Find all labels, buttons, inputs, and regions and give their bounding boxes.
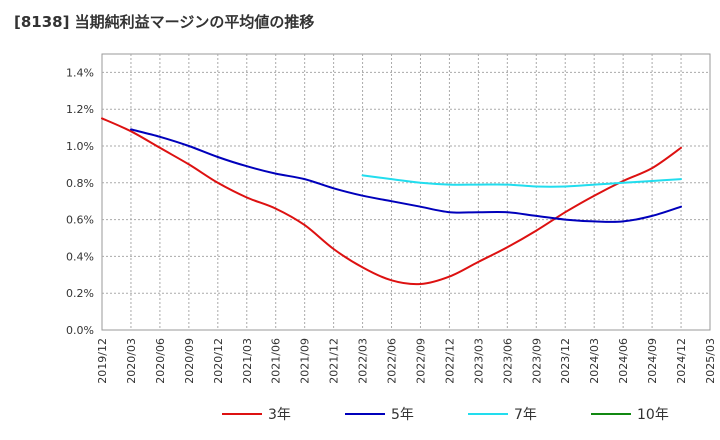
x-tick-label: 2023/06 <box>501 338 514 384</box>
x-tick-label: 2020/12 <box>212 338 225 384</box>
x-tick-label: 2021/12 <box>328 338 341 384</box>
x-axis-ticks: 2019/12 2020/03 2020/06 2020/09 2020/12 2021/… <box>96 338 717 384</box>
x-tick-label: 2022/03 <box>357 338 370 384</box>
x-tick-label: 2021/09 <box>299 338 312 384</box>
y-tick-label: 0.2% <box>66 287 94 300</box>
x-tick-label: 2024/03 <box>588 338 601 384</box>
x-tick-label: 2021/06 <box>270 338 283 384</box>
y-axis-ticks: 0.0% 0.2% 0.4% 0.6% 0.8% 1.0% 1.2% 1.4% <box>66 66 94 337</box>
series-lines <box>101 117 682 286</box>
y-tick-label: 0.0% <box>66 324 94 337</box>
series-line-7年 <box>361 174 682 188</box>
y-tick-label: 1.4% <box>66 66 94 79</box>
x-tick-label: 2024/12 <box>675 338 688 384</box>
x-tick-label: 2022/06 <box>386 338 399 384</box>
x-tick-label: 2023/12 <box>559 338 572 384</box>
x-tick-label: 2020/03 <box>125 338 138 384</box>
x-tick-label: 2024/09 <box>646 338 659 384</box>
x-tick-label: 2022/12 <box>443 338 456 384</box>
plot-area <box>101 53 711 331</box>
x-tick-label: 2019/12 <box>96 338 109 384</box>
x-tick-label: 2021/03 <box>241 338 254 384</box>
chart-title: [8138] 当期純利益マージンの平均値の推移 <box>14 13 315 31</box>
legend-label: 3年 <box>268 407 291 423</box>
x-tick-label: 2023/09 <box>530 338 543 384</box>
x-tick-label: 2023/03 <box>472 338 485 384</box>
y-tick-label: 1.0% <box>66 140 94 153</box>
legend: 3年 5年 7年 10年 <box>222 407 669 423</box>
series-line-5年 <box>130 128 682 223</box>
y-tick-label: 0.4% <box>66 250 94 263</box>
legend-label: 5年 <box>391 407 414 423</box>
series-line-3年 <box>101 117 682 286</box>
y-tick-label: 0.8% <box>66 177 94 190</box>
x-tick-label: 2025/03 <box>704 338 717 384</box>
x-tick-label: 2024/06 <box>617 338 630 384</box>
y-tick-label: 1.2% <box>66 103 94 116</box>
y-tick-label: 0.6% <box>66 214 94 227</box>
legend-label: 7年 <box>514 407 537 423</box>
x-tick-label: 2020/06 <box>154 338 167 384</box>
grid <box>102 54 710 330</box>
x-tick-label: 2022/09 <box>414 338 427 384</box>
legend-label: 10年 <box>637 407 669 423</box>
x-tick-label: 2020/09 <box>183 338 196 384</box>
